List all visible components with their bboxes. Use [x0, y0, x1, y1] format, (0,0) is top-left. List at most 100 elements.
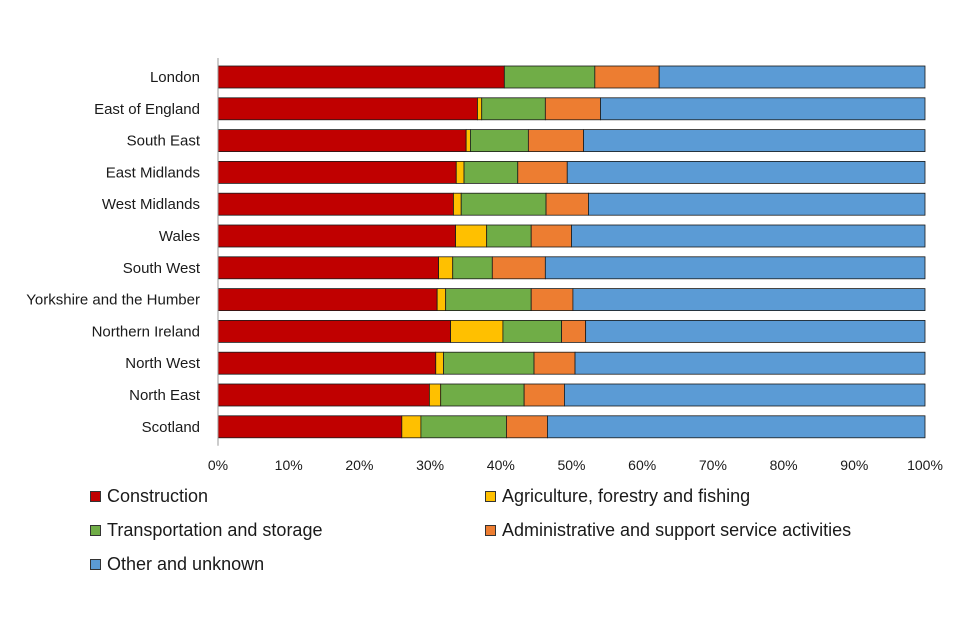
- bar-north-west-transportation: [443, 351, 535, 375]
- bar-north-east-agriculture: [428, 383, 442, 407]
- bar-north-east-administrative: [523, 383, 565, 407]
- x-tick-labels: 0% 10% 20% 30% 40% 50% 60% 70% 80% 90% 100%: [208, 457, 943, 473]
- bar-yorkshire-and-the-humber-other: [572, 288, 926, 312]
- bar-wales-administrative: [530, 224, 572, 248]
- stacked-bar-chart: London East of England South East East Midl…: [26, 58, 943, 473]
- bar-south-east-agriculture: [465, 129, 471, 153]
- bar-south-west-construction: [217, 256, 439, 280]
- bar-east-of-england-construction: [217, 97, 478, 121]
- x-tick-label: 100%: [907, 457, 943, 473]
- x-tick-label: 60%: [628, 457, 656, 473]
- bar-london-administrative: [594, 65, 660, 89]
- bar-east-midlands-construction: [217, 160, 457, 184]
- category-label-north-east: North East: [129, 387, 201, 404]
- bar-yorkshire-and-the-humber-agriculture: [436, 288, 447, 312]
- x-tick-label: 80%: [770, 457, 798, 473]
- legend-label-construction: Construction: [107, 486, 209, 506]
- bar-north-west-other: [574, 351, 926, 375]
- bar-scotland-construction: [217, 415, 403, 439]
- x-tick-label: 0%: [208, 457, 228, 473]
- x-tick-label: 10%: [275, 457, 303, 473]
- legend-label-agriculture: Agriculture, forestry and fishing: [502, 486, 751, 506]
- bar-scotland-transportation: [420, 415, 507, 439]
- x-tick-label: 30%: [416, 457, 444, 473]
- legend-item-administrative: Administrative and support service activ…: [485, 520, 851, 541]
- bar-yorkshire-and-the-humber-transportation: [445, 288, 532, 312]
- category-label-wales: Wales: [159, 228, 200, 245]
- legend-item-agriculture: Agriculture, forestry and fishing: [485, 486, 750, 507]
- bar-wales-construction: [217, 224, 456, 248]
- bar-south-west-transportation: [452, 256, 493, 280]
- bar-south-west-other: [544, 256, 926, 280]
- bar-south-east-administrative: [527, 129, 584, 153]
- category-label-west-midlands: West Midlands: [102, 196, 200, 213]
- category-label-east-midlands: East Midlands: [106, 164, 200, 181]
- bar-scotland-other: [547, 415, 926, 439]
- bar-north-west-construction: [217, 351, 437, 375]
- x-tick-label: 40%: [487, 457, 515, 473]
- category-label-south-west: South West: [123, 260, 201, 277]
- category-label-london: London: [150, 69, 200, 86]
- legend-label-transportation: Transportation and storage: [107, 520, 323, 540]
- category-label-south-east: South East: [127, 133, 201, 150]
- bar-east-midlands-administrative: [517, 160, 568, 184]
- legend-item-transportation: Transportation and storage: [90, 520, 322, 541]
- bar-east-of-england-other: [600, 97, 926, 121]
- legend-label-other: Other and unknown: [107, 554, 265, 574]
- bar-east-midlands-agriculture: [455, 160, 465, 184]
- category-label-east-of-england: East of England: [94, 101, 200, 118]
- legend-swatch-transportation: [90, 525, 101, 536]
- bar-northern-ireland-transportation: [502, 319, 563, 343]
- category-label-scotland: Scotland: [142, 419, 200, 436]
- bar-north-east-other: [564, 383, 926, 407]
- bar-north-west-administrative: [533, 351, 576, 375]
- bar-wales-transportation: [486, 224, 532, 248]
- bar-yorkshire-and-the-humber-construction: [217, 288, 438, 312]
- category-label-yorkshire-and-the-humber: Yorkshire and the Humber: [26, 292, 200, 309]
- bar-west-midlands-administrative: [545, 192, 589, 216]
- x-tick-label: 90%: [840, 457, 868, 473]
- bar-south-east-construction: [217, 129, 467, 153]
- legend-swatch-agriculture: [485, 491, 496, 502]
- bar-east-midlands-transportation: [463, 160, 519, 184]
- bar-south-east-other: [583, 129, 926, 153]
- legend-label-administrative: Administrative and support service activ…: [502, 520, 852, 540]
- x-tick-label: 50%: [557, 457, 585, 473]
- bar-north-east-transportation: [440, 383, 525, 407]
- bar-yorkshire-and-the-humber-administrative: [530, 288, 574, 312]
- bar-london-other: [658, 65, 926, 89]
- bars: [217, 65, 926, 439]
- category-label-north-west: North West: [125, 355, 201, 372]
- bar-east-of-england-agriculture: [477, 97, 483, 121]
- bar-scotland-agriculture: [401, 415, 422, 439]
- bar-northern-ireland-construction: [217, 319, 452, 343]
- legend-swatch-administrative: [485, 525, 496, 536]
- bar-north-west-agriculture: [435, 351, 444, 375]
- bar-east-of-england-transportation: [481, 97, 546, 121]
- legend-swatch-construction: [90, 491, 101, 502]
- legend-swatch-other: [90, 559, 101, 570]
- bar-north-east-construction: [217, 383, 430, 407]
- bar-south-west-agriculture: [438, 256, 454, 280]
- category-label-northern-ireland: Northern Ireland: [92, 323, 200, 340]
- bar-scotland-administrative: [506, 415, 548, 439]
- bar-northern-ireland-administrative: [561, 319, 587, 343]
- bar-wales-other: [571, 224, 926, 248]
- bar-london-construction: [217, 65, 505, 89]
- bar-east-of-england-administrative: [544, 97, 601, 121]
- x-tick-label: 70%: [699, 457, 727, 473]
- bar-south-east-transportation: [469, 129, 529, 153]
- bar-west-midlands-agriculture: [453, 192, 462, 216]
- bar-west-midlands-construction: [217, 192, 454, 216]
- bar-london-transportation: [503, 65, 596, 89]
- bar-northern-ireland-other: [585, 319, 926, 343]
- category-labels: London East of England South East East Midl…: [26, 69, 201, 436]
- legend-item-construction: Construction: [90, 486, 208, 507]
- bar-east-midlands-other: [566, 160, 926, 184]
- bar-northern-ireland-agriculture: [450, 319, 504, 343]
- bar-south-west-administrative: [491, 256, 546, 280]
- bar-west-midlands-transportation: [460, 192, 547, 216]
- legend-item-other: Other and unknown: [90, 554, 264, 575]
- bar-west-midlands-other: [588, 192, 926, 216]
- x-tick-label: 20%: [345, 457, 373, 473]
